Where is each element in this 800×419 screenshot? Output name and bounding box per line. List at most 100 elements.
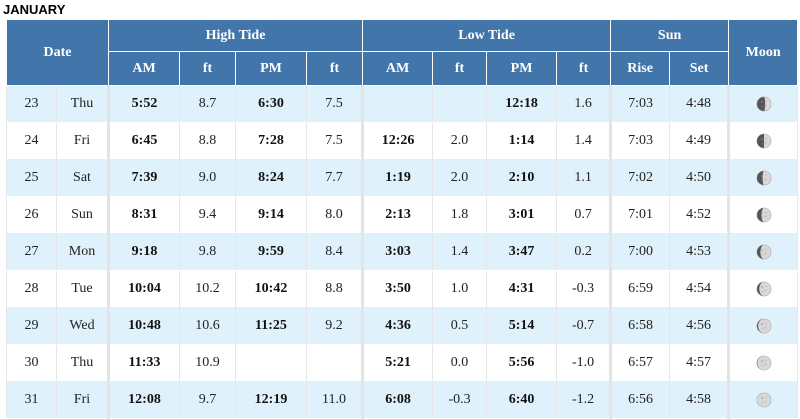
day-cell: Tue [56,270,110,308]
high-tide-am-height: 10.9 [179,344,236,382]
sunset-time: 4:53 [669,233,731,271]
tide-table: Date High Tide Low Tide Sun Moon AM ft P… [6,19,799,419]
high-tide-am-height: 9.4 [179,196,236,234]
low-tide-am-height: 1.8 [432,196,488,234]
low-tide-pm-height: -0.3 [556,270,613,308]
day-cell: Fri [56,122,110,160]
high-tide-pm-height: 11.0 [305,381,365,419]
sunrise-time: 6:57 [610,344,671,382]
high-tide-am-time: 7:39 [108,159,180,197]
moon-phase-cell [728,85,799,123]
high-tide-pm-height: 7.5 [305,85,365,123]
high-tide-pm-time [235,344,307,382]
table-row: 27 Mon 9:18 9.8 9:59 8.4 3:03 1.4 3:47 0.2 7:00 4:5… [6,233,799,271]
header-high-am: AM [108,51,180,86]
header-high-am-ft: ft [179,51,236,86]
moon-phase-cell [728,270,799,308]
high-tide-pm-time: 7:28 [235,122,307,160]
sunrise-time: 6:56 [610,381,671,419]
low-tide-pm-height: 0.7 [556,196,613,234]
low-tide-pm-time: 3:01 [486,196,558,234]
low-tide-am-time: 4:36 [362,307,434,345]
date-cell: 26 [6,196,57,234]
table-row: 29 Wed 10:48 10.6 11:25 9.2 4:36 0.5 5:14 -0.7 6:5… [6,307,799,345]
high-tide-pm-height [305,344,365,382]
header-low-pm: PM [486,51,558,86]
high-tide-am-height: 9.8 [179,233,236,271]
day-cell: Wed [56,307,110,345]
low-tide-am-time: 2:13 [362,196,434,234]
low-tide-am-time: 3:03 [362,233,434,271]
waxing-gibbous-icon [756,170,771,186]
date-cell: 29 [6,307,57,345]
day-cell: Thu [56,85,110,123]
sunrise-time: 6:58 [610,307,671,345]
low-tide-pm-height: 1.6 [556,85,613,123]
high-tide-pm-time: 11:25 [235,307,307,345]
moon-phase-cell [728,381,799,419]
high-tide-am-time: 10:04 [108,270,180,308]
low-tide-am-height: 0.5 [432,307,488,345]
month-title: JANUARY [3,2,66,17]
high-tide-pm-time: 9:14 [235,196,307,234]
high-tide-pm-time: 6:30 [235,85,307,123]
low-tide-pm-height: 1.1 [556,159,613,197]
low-tide-pm-height: 1.4 [556,122,613,160]
low-tide-pm-time: 1:14 [486,122,558,160]
low-tide-pm-time: 4:31 [486,270,558,308]
date-cell: 23 [6,85,57,123]
high-tide-pm-time: 8:24 [235,159,307,197]
day-cell: Sun [56,196,110,234]
sunset-time: 4:58 [669,381,731,419]
high-tide-am-height: 8.8 [179,122,236,160]
high-tide-pm-time: 10:42 [235,270,307,308]
tide-table-body: 23 Thu 5:52 8.7 6:30 7.5 12:18 1.6 7:03 4:48 24 Fri… [6,85,799,419]
sunrise-time: 7:00 [610,233,671,271]
low-tide-am-height: 0.0 [432,344,488,382]
day-cell: Mon [56,233,110,271]
table-row: 24 Fri 6:45 8.8 7:28 7.5 12:26 2.0 1:14 1.4 7:03 4:… [6,122,799,160]
sunrise-time: 7:01 [610,196,671,234]
moon-phase-cell [728,159,799,197]
high-tide-pm-time: 9:59 [235,233,307,271]
date-cell: 27 [6,233,57,271]
table-row: 30 Thu 11:33 10.9 5:21 0.0 5:56 -1.0 6:57 4:57 [6,344,799,382]
day-cell: Thu [56,344,110,382]
low-tide-am-time: 1:19 [362,159,434,197]
date-cell: 31 [6,381,57,419]
date-cell: 24 [6,122,57,160]
table-row: 25 Sat 7:39 9.0 8:24 7.7 1:19 2.0 2:10 1.1 7:02 4:5… [6,159,799,197]
sunset-time: 4:54 [669,270,731,308]
high-tide-am-time: 11:33 [108,344,180,382]
table-row: 31 Fri 12:08 9.7 12:19 11.0 6:08 -0.3 6:40 -1.2 6:… [6,381,799,419]
low-tide-pm-height: -1.2 [556,381,613,419]
date-cell: 28 [6,270,57,308]
waxing-gibbous-icon [756,207,771,223]
header-high-pm: PM [235,51,307,86]
low-tide-am-height: 2.0 [432,159,488,197]
low-tide-pm-time: 5:56 [486,344,558,382]
low-tide-pm-time: 6:40 [486,381,558,419]
low-tide-pm-height: -1.0 [556,344,613,382]
high-tide-am-time: 8:31 [108,196,180,234]
sunset-time: 4:52 [669,196,731,234]
day-cell: Fri [56,381,110,419]
header-moon: Moon [728,19,799,86]
low-tide-pm-time: 5:14 [486,307,558,345]
high-tide-am-time: 5:52 [108,85,180,123]
moon-phase-cell [728,196,799,234]
waxing-gibbous-icon [756,281,771,297]
date-cell: 25 [6,159,57,197]
moon-phase-cell [728,122,799,160]
high-tide-am-height: 10.2 [179,270,236,308]
moon-phase-cell [728,344,799,382]
header-high-pm-ft: ft [305,51,364,86]
low-tide-pm-height: 0.2 [556,233,613,271]
low-tide-pm-time: 12:18 [486,85,558,123]
high-tide-am-time: 12:08 [108,381,180,419]
high-tide-pm-height: 7.7 [305,159,365,197]
date-cell: 30 [6,344,57,382]
low-tide-am-time: 5:21 [362,344,434,382]
sunset-time: 4:56 [669,307,731,345]
low-tide-am-time: 6:08 [362,381,434,419]
